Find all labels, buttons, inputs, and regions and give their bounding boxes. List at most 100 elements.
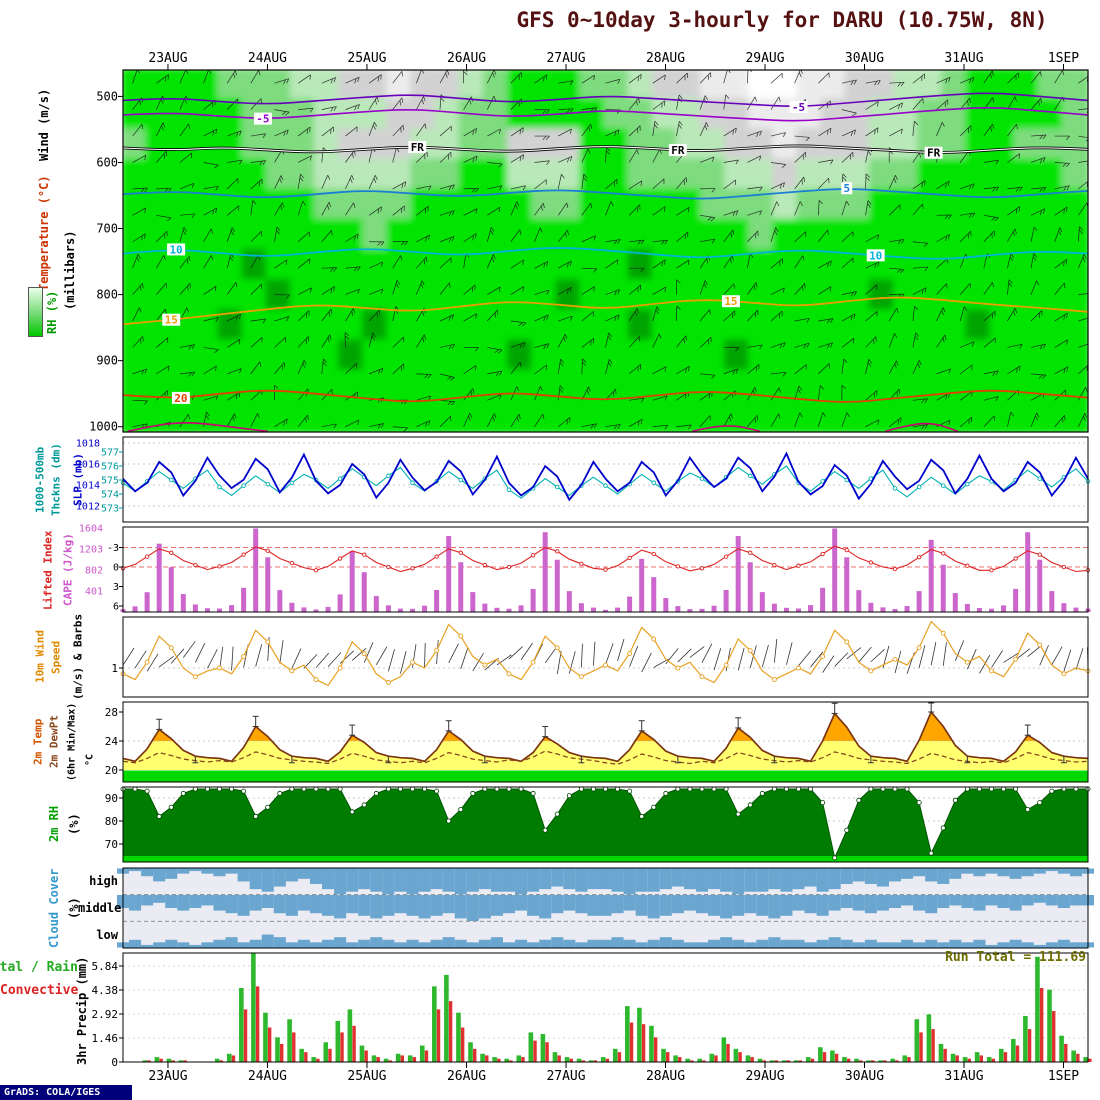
- slp-tick-label: 1014: [76, 481, 100, 492]
- slp-tick-label: 1016: [76, 460, 100, 471]
- precip-convective-bar: [243, 1009, 248, 1062]
- precip-convective-bar: [1027, 1029, 1032, 1062]
- panel-upper-air: [122, 69, 1089, 433]
- precip-convective-bar: [424, 1050, 429, 1062]
- x-axis-label-bottom: 31AUG: [944, 1069, 983, 1084]
- cape-bar: [168, 567, 174, 612]
- axis-label-2m-dewpt: 2m DewPt: [47, 715, 61, 769]
- axis-label-thickness-2: Thckns (dm): [49, 443, 63, 517]
- precip-total-bar: [721, 1037, 727, 1062]
- precip-total-bar: [1059, 1035, 1064, 1062]
- x-axis-label-bottom: 29AUG: [745, 1069, 784, 1084]
- contour-label: FR: [411, 141, 425, 154]
- cape-bar: [337, 594, 343, 612]
- precip-total-bar: [383, 1058, 389, 1062]
- precip-convective-bar: [171, 1060, 175, 1062]
- precip-total-bar: [709, 1053, 715, 1062]
- panel-precip: [119, 952, 1092, 1063]
- precip-convective-bar: [183, 1060, 187, 1062]
- temp-line: [122, 710, 1089, 763]
- precip-convective-bar: [774, 1060, 778, 1062]
- cape-bar: [796, 608, 801, 612]
- cape-bar: [494, 607, 500, 612]
- cape-bar: [289, 602, 295, 612]
- page-title: GFS 0~10day 3-hourly for DARU (10.75W, 8…: [516, 8, 1048, 32]
- precip-convective-bar: [943, 1048, 947, 1062]
- precip-tick-label: 2.92: [92, 1008, 119, 1021]
- pressure-tick-label: 600: [96, 155, 118, 169]
- cape-bar: [132, 606, 138, 612]
- cape-bar: [1037, 559, 1043, 612]
- contour-label: FR: [927, 147, 941, 160]
- precip-total-bar: [661, 1048, 666, 1062]
- contour-label-box: [841, 182, 853, 195]
- cape-bar: [397, 608, 403, 612]
- x-axis-label-top: 23AUG: [148, 51, 187, 66]
- contour-label: 15: [724, 295, 737, 308]
- temp-tick-label: 28: [105, 706, 118, 719]
- cape-bar: [1049, 591, 1055, 612]
- cape-tick-label: 401: [85, 587, 103, 598]
- precip-total-bar: [564, 1057, 570, 1062]
- contour-label-box: [789, 100, 808, 113]
- precip-total-bar: [480, 1053, 485, 1062]
- precip-total-bar: [275, 1037, 280, 1062]
- cape-bar: [530, 588, 536, 612]
- grads-credit: GrADS: COLA/IGES: [0, 1085, 132, 1100]
- precip-total-bar: [359, 1045, 365, 1062]
- precip-convective-bar: [521, 1057, 525, 1062]
- li-tick-label: 0: [113, 563, 119, 574]
- precip-total-bar: [769, 1060, 775, 1062]
- precip-convective-bar: [895, 1060, 899, 1062]
- precip-convective-bar: [400, 1055, 405, 1062]
- axis-label-2m-temp: 2m Temp: [31, 718, 45, 766]
- precip-total-bar: [576, 1058, 582, 1062]
- precip-convective-bar: [1064, 1043, 1068, 1062]
- precip-total-bar: [805, 1057, 811, 1062]
- cape-bar: [832, 528, 838, 612]
- cloud-row-label-low: low: [96, 928, 118, 942]
- panel-2m-rh: [119, 786, 1091, 863]
- x-axis-label-bottom: 25AUG: [347, 1069, 386, 1084]
- cape-bar: [940, 564, 946, 612]
- cape-bar: [868, 602, 874, 612]
- precip-total-bar: [612, 1048, 618, 1062]
- rh-tick-label: 90: [105, 792, 118, 805]
- temp-area-yellow: [123, 712, 1088, 770]
- cape-bar: [904, 606, 910, 612]
- precip-total-bar: [625, 1006, 630, 1062]
- precip-convective-bar: [497, 1058, 501, 1062]
- temp-tick-label: 20: [105, 764, 118, 777]
- cape-bar: [820, 587, 826, 612]
- cape-bar: [446, 536, 452, 612]
- precip-total-bar: [830, 1050, 835, 1062]
- axis-label-slp: SLP (mb): [71, 453, 85, 507]
- precip-total-bar: [142, 1060, 148, 1062]
- axis-label-degc: °C: [84, 753, 96, 767]
- precip-convective-bar: [545, 1042, 549, 1062]
- panel-cloud-cover: [116, 867, 1095, 949]
- precip-total-bar: [637, 1007, 642, 1062]
- precip-convective-bar: [255, 986, 260, 1062]
- rh-tick-label: 70: [105, 838, 118, 851]
- cape-bar: [976, 608, 982, 612]
- precip-convective-bar: [267, 1027, 272, 1062]
- x-axis-label-top: 30AUG: [845, 51, 884, 66]
- precip-total-bar: [492, 1057, 497, 1062]
- precip-convective-bar: [1052, 1011, 1056, 1062]
- precip-convective-bar: [231, 1055, 236, 1062]
- contour-label-box: [253, 112, 272, 125]
- panel-li-cape: [119, 526, 1091, 613]
- precip-total-bar: [516, 1055, 522, 1062]
- cape-tick-label: 1604: [79, 524, 103, 535]
- cape-bar: [916, 591, 922, 612]
- cape-tick-label: 802: [85, 566, 103, 577]
- precip-tick-label: 0: [111, 1056, 118, 1069]
- precip-total-bar: [323, 1042, 329, 1062]
- precip-total-bar: [178, 1060, 184, 1062]
- precip-total-bar: [926, 1014, 932, 1062]
- precip-convective-bar: [1003, 1052, 1008, 1062]
- cape-bar: [759, 592, 765, 612]
- precip-convective-bar: [388, 1060, 392, 1062]
- cape-tick-label: 1203: [79, 545, 103, 556]
